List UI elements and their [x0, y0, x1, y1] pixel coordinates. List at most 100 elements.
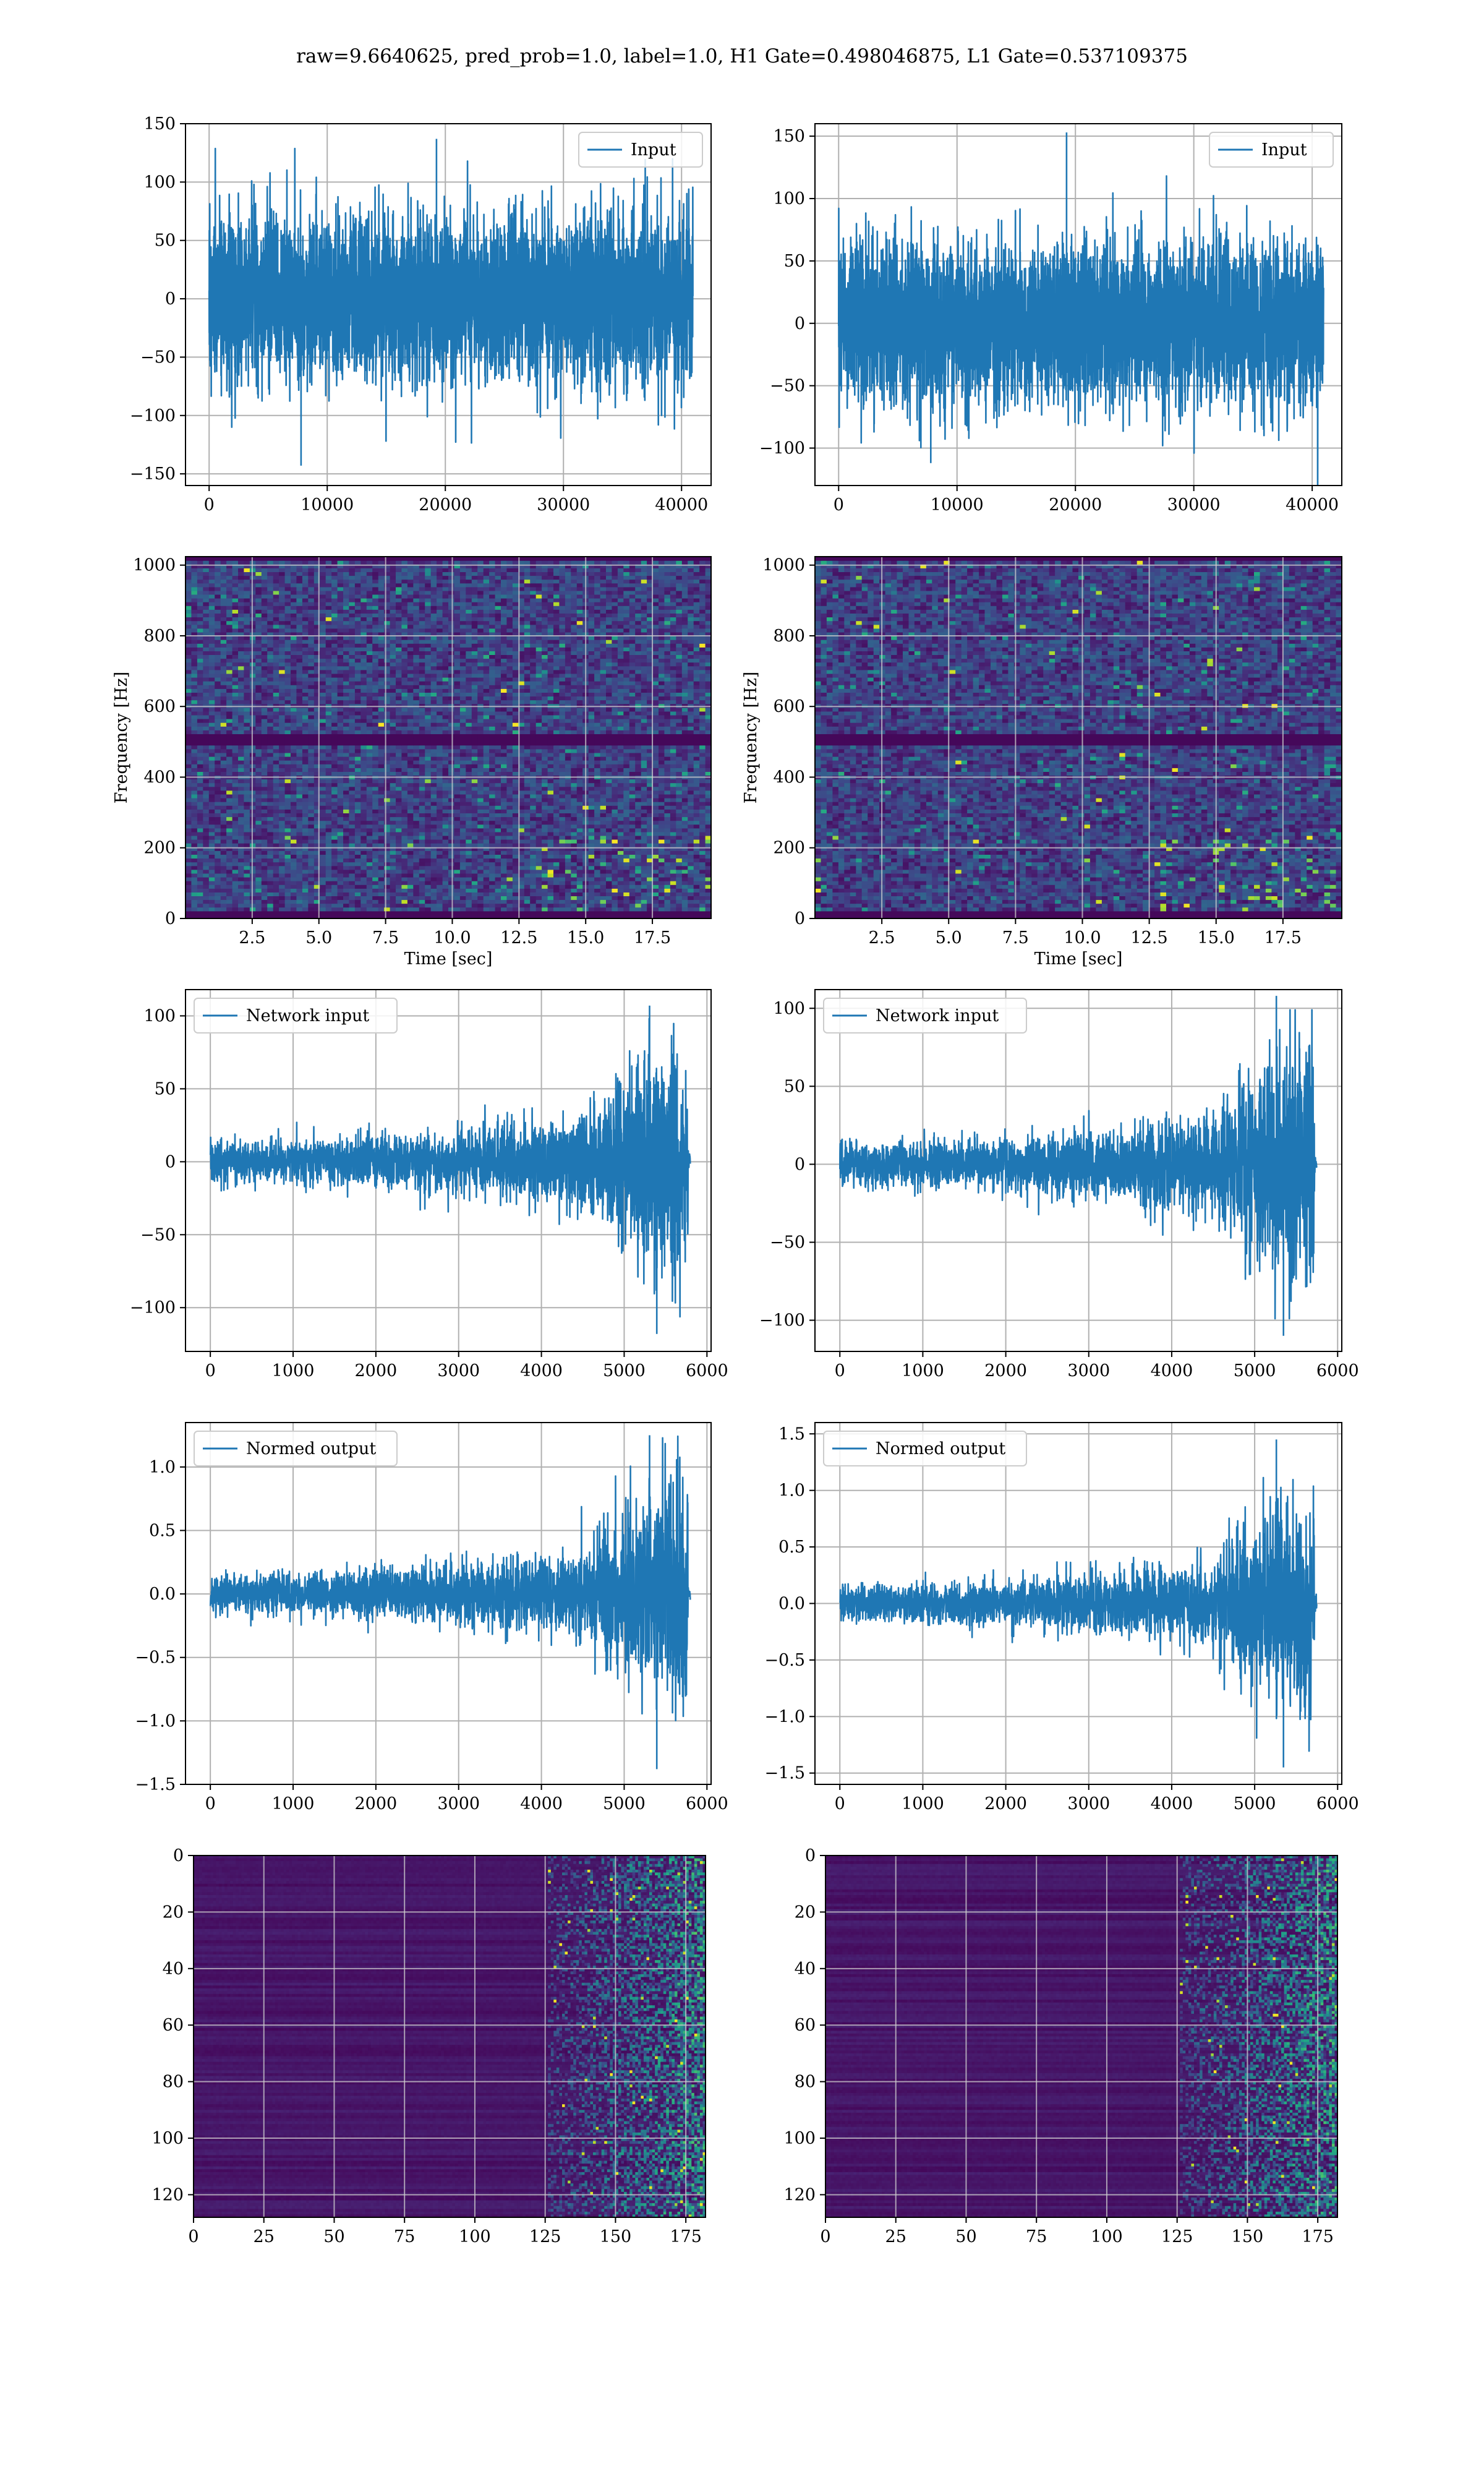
h1-spectrogram-cell	[238, 771, 244, 776]
h1-spectrogram-cell	[197, 768, 203, 772]
h1-spectrogram-cell	[285, 866, 291, 870]
h1-spectrogram-cell	[443, 719, 449, 723]
h1-spectrogram-cell	[244, 779, 250, 784]
h1-spectrogram-cell	[536, 896, 542, 900]
h1-spectrogram-cell	[477, 764, 484, 768]
h1-spectrogram-cell	[565, 809, 571, 813]
h1-spectrogram-cell	[600, 821, 607, 825]
h1-spectrogram-cell	[466, 805, 472, 810]
h1-spectrogram-cell	[594, 877, 600, 881]
h1-spectrogram-cell	[694, 802, 700, 806]
h1-spectrogram-cell	[699, 839, 706, 844]
h1-spectrogram-cell	[238, 813, 244, 817]
h1-spectrogram-cell	[501, 730, 507, 734]
h1-spectrogram-cell	[664, 798, 670, 802]
h1-spectrogram-cell	[670, 794, 676, 798]
h1-spectrogram-cell	[641, 715, 647, 719]
h1-spectrogram-cell	[360, 783, 367, 787]
h1-spectrogram-cell	[226, 832, 232, 836]
h1-spectrogram-cell	[565, 828, 571, 833]
h1-spectrogram-cell	[641, 722, 647, 727]
h1-spectrogram-cell	[606, 734, 612, 738]
h1-spectrogram-cell	[577, 892, 583, 896]
h1-spectrogram-cell	[425, 881, 431, 885]
h1-spectrogram-cell	[694, 742, 700, 746]
h1-spectrogram-cell	[676, 843, 682, 847]
h1-spectrogram-cell	[209, 787, 215, 791]
h1-spectrogram-cell	[396, 749, 402, 753]
h1-spectrogram-cell	[524, 768, 531, 772]
h1-spectrogram-cell	[466, 850, 472, 855]
h1-spectrogram-cell	[419, 734, 425, 738]
h1-spectrogram-cell	[454, 726, 460, 730]
h1-spectrogram-cell	[664, 745, 670, 750]
h1-spectrogram-cell	[407, 877, 414, 881]
h1-spectrogram-cell	[484, 813, 490, 817]
h1-spectrogram-cell	[262, 858, 268, 863]
h1-spectrogram-cell	[191, 881, 197, 885]
h1-spectrogram-cell	[302, 790, 309, 795]
h1-spectrogram-cell	[215, 768, 221, 772]
h1-spectrogram-cell	[682, 756, 688, 761]
h1-spectrogram-cell	[209, 907, 215, 912]
h1-spectrogram-cell	[250, 892, 256, 896]
h1-spectrogram-cell	[641, 850, 647, 855]
h1-spectrogram-cell	[209, 858, 215, 863]
h1-spectrogram-cell	[623, 719, 629, 723]
h1-spectrogram-cell	[221, 904, 227, 908]
h1-spectrogram-cell	[629, 821, 636, 825]
h1-spectrogram-cell	[676, 850, 682, 855]
h1-spectrogram-cell	[542, 730, 548, 734]
h1-spectrogram-cell	[641, 821, 647, 825]
h1-spectrogram-cell	[489, 738, 495, 742]
h1-spectrogram-cell	[191, 719, 197, 723]
h1-spectrogram-cell	[431, 756, 437, 761]
h1-spectrogram-cell	[653, 896, 659, 900]
h1-spectrogram-cell	[407, 805, 414, 810]
h1-spectrogram-cell	[226, 768, 232, 772]
h1-spectrogram-cell	[326, 783, 332, 787]
h1-spectrogram-cell	[320, 794, 326, 798]
h1-spectrogram-cell	[203, 738, 209, 742]
h1-spectrogram-cell	[396, 802, 402, 806]
h1-spectrogram-cell	[221, 719, 227, 723]
h1-spectrogram-cell	[349, 892, 355, 896]
h1-spectrogram-cell	[401, 884, 407, 889]
h1-spectrogram-cell	[343, 839, 349, 844]
h1-spectrogram-cell	[296, 715, 302, 719]
h1-spectrogram-cell	[437, 802, 443, 806]
h1-spectrogram-cell	[419, 858, 425, 863]
h1-spectrogram-cell	[360, 817, 367, 821]
h1-spectrogram-cell	[653, 888, 659, 892]
h1-spectrogram-cell	[664, 843, 670, 847]
h1-spectrogram-cell	[489, 843, 495, 847]
h1-spectrogram-cell	[262, 821, 268, 825]
h1-spectrogram-cell	[209, 749, 215, 753]
h1-spectrogram-cell	[460, 730, 466, 734]
h1-spectrogram-cell	[495, 779, 501, 784]
h1-spectrogram-cell	[401, 790, 407, 795]
h1-spectrogram-cell	[629, 760, 636, 764]
h1-spectrogram-cell	[682, 790, 688, 795]
h1-spectrogram-cell	[378, 779, 385, 784]
h1-spectrogram-cell	[390, 790, 396, 795]
h1-spectrogram-cell	[506, 850, 513, 855]
h1-spectrogram-cell	[466, 888, 472, 892]
h1-spectrogram-cell	[548, 738, 554, 742]
h1-spectrogram-cell	[355, 760, 361, 764]
h1-spectrogram-cell	[466, 722, 472, 727]
h1-spectrogram-cell	[413, 896, 419, 900]
h1-spectrogram-cell	[565, 821, 571, 825]
h1-spectrogram-cell	[477, 817, 484, 821]
h1-spectrogram-cell	[589, 904, 595, 908]
h1-spectrogram-cell	[209, 821, 215, 825]
h1-spectrogram-cell	[291, 779, 297, 784]
h1-spectrogram-cell	[279, 832, 285, 836]
h1-spectrogram-cell	[694, 817, 700, 821]
h1-spectrogram-cell	[699, 790, 706, 795]
h1-spectrogram-cell	[437, 881, 443, 885]
h1-spectrogram-cell	[559, 809, 565, 813]
h1-spectrogram-cell	[279, 888, 285, 892]
h1-spectrogram-cell	[466, 738, 472, 742]
h1-spectrogram-cell	[372, 904, 378, 908]
